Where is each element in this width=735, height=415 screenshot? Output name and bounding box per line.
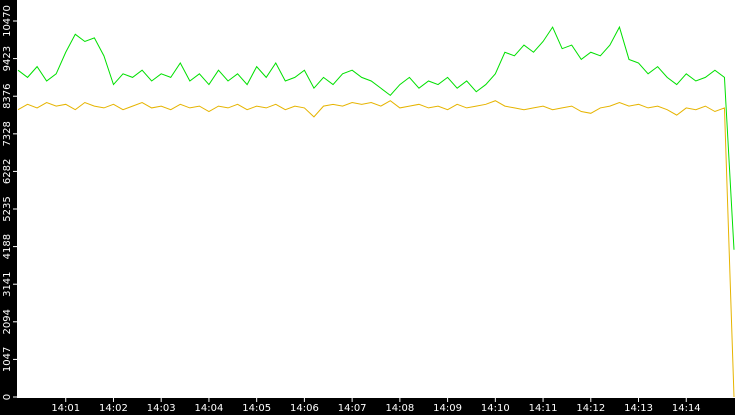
series-line <box>17 25 735 250</box>
series-line <box>17 100 735 398</box>
x-tick-label: 14:12 <box>576 403 605 414</box>
y-tick-label: 7328 <box>2 121 13 146</box>
y-tick-label: 6282 <box>2 159 13 184</box>
y-tick-label: 5235 <box>2 196 13 221</box>
y-tick-label: 8376 <box>2 83 13 108</box>
plot-area <box>17 0 735 398</box>
x-tick-label: 14:03 <box>147 403 176 414</box>
x-tick-label: 14:11 <box>529 403 558 414</box>
x-tick-label: 14:08 <box>385 403 414 414</box>
x-tick-label: 14:14 <box>672 403 701 414</box>
x-tick-label: 14:09 <box>433 403 462 414</box>
y-tick-label: 10470 <box>2 5 13 37</box>
y-tick-label: 4188 <box>2 234 13 259</box>
x-tick-label: 14:05 <box>242 403 271 414</box>
x-tick-label: 14:06 <box>290 403 319 414</box>
x-tick-label: 14:07 <box>338 403 367 414</box>
y-tick-label: 3141 <box>2 271 13 296</box>
x-tick-label: 14:02 <box>99 403 128 414</box>
x-tick-label: 14:10 <box>481 403 510 414</box>
x-tick-label: 14:04 <box>195 403 224 414</box>
y-tick-label: 9423 <box>2 46 13 71</box>
y-tick-label: 2094 <box>2 309 13 334</box>
y-tick-label: 1047 <box>2 347 13 372</box>
x-tick-label: 14:01 <box>51 403 80 414</box>
y-tick-label: 0 <box>2 394 13 400</box>
x-tick-label: 14:13 <box>624 403 653 414</box>
